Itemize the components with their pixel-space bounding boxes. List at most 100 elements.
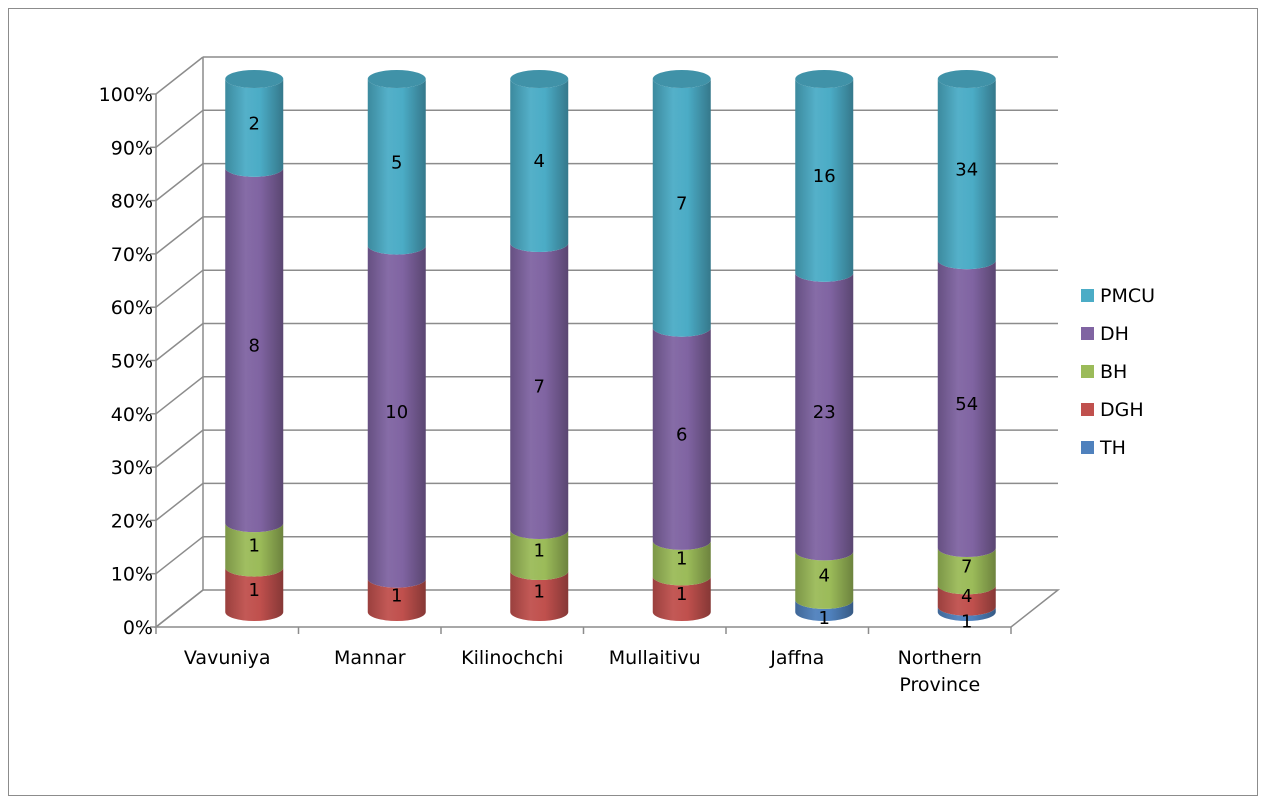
data-label-bh: 4: [819, 566, 830, 587]
cylinder-segment-pmcu: [225, 79, 284, 177]
y-tick-label: 40%: [111, 404, 153, 426]
cylinder-segment-bh: [652, 540, 711, 586]
cylinder-vavuniya: [225, 70, 284, 622]
cylinder-jaffna: [795, 70, 854, 622]
cylinder-segment-pmcu: [510, 79, 569, 252]
chart-walls: [153, 57, 1061, 628]
gridline-side: [155, 269, 204, 308]
data-label-bh: 1: [676, 549, 687, 570]
chart-frame: 0% 10% 20% 30% 40% 50% 60% 70% 80% 90% 100% 1 1 8 2 1 1…: [8, 8, 1258, 796]
gridline-side: [155, 482, 204, 521]
cylinder-northern-province: [937, 70, 996, 622]
cylinder-segment-bh: [225, 523, 284, 577]
y-axis-ticks: 0% 10% 20% 30% 40% 50% 60% 70% 80% 90% 100%: [99, 84, 156, 639]
category-label: Province: [899, 674, 980, 696]
cylinder-kilinochchi: [510, 70, 569, 622]
legend-label: DH: [1100, 323, 1129, 345]
legend-item-th: TH: [1081, 437, 1126, 459]
data-label-dgh: 1: [249, 580, 260, 601]
legend: PMCU DH BH DGH TH: [1081, 285, 1155, 459]
data-label-dgh: 1: [391, 585, 402, 606]
legend-swatch: [1081, 365, 1094, 378]
legend-swatch: [1081, 327, 1094, 340]
legend-item-dh: DH: [1081, 323, 1129, 345]
data-label-dh: 10: [385, 402, 408, 423]
gridline-side: [155, 429, 204, 468]
cylinder-segment-dgh: [367, 578, 426, 622]
legend-label: TH: [1099, 437, 1126, 459]
y-tick-label: 100%: [99, 84, 153, 106]
cylinder-segment-pmcu: [652, 79, 711, 337]
cylinder-segment-dh: [937, 260, 996, 558]
gridline-side: [155, 376, 204, 415]
cylinder-segment-dh: [652, 327, 711, 550]
data-label-bh: 1: [534, 541, 545, 562]
data-label-dh: 7: [534, 377, 545, 398]
legend-swatch: [1081, 441, 1094, 454]
y-tick-label: 50%: [111, 351, 153, 373]
y-tick-label: 0%: [123, 617, 153, 639]
cylinder-top-cap: [510, 70, 569, 88]
cylinder-segment-bh: [795, 551, 854, 609]
gridline-side: [155, 109, 204, 148]
legend-item-dgh: DGH: [1081, 399, 1144, 421]
cylinder-segment-th: [795, 599, 854, 622]
data-label-th: 1: [819, 608, 830, 629]
cylinder-segment-pmcu: [367, 79, 426, 255]
y-tick-label: 20%: [111, 510, 153, 532]
legend-label: PMCU: [1100, 285, 1155, 307]
y-tick-label: 70%: [111, 244, 153, 266]
gridline-side: [155, 56, 204, 95]
cylinder-segment-dh: [225, 167, 284, 533]
chart-floor: [153, 589, 1061, 628]
cylinder-top-cap: [367, 70, 426, 88]
cylinders: [225, 70, 996, 622]
category-label: Northern: [898, 647, 982, 669]
cylinder-segment-dgh: [937, 585, 996, 616]
data-label-dh: 23: [813, 402, 836, 423]
gridline-side: [155, 216, 204, 255]
cylinder-mannar: [367, 70, 426, 622]
cylinder-segment-bh: [937, 548, 996, 595]
data-label-pmcu: 34: [955, 160, 978, 181]
category-label: Mullaitivu: [609, 647, 701, 669]
data-label-pmcu: 16: [813, 166, 836, 187]
legend-label: DGH: [1100, 399, 1144, 421]
cylinder-segment-dh: [795, 272, 854, 561]
cylinder-mullaitivu: [652, 70, 711, 622]
category-label: Jaffna: [769, 647, 824, 669]
legend-item-bh: BH: [1081, 361, 1127, 383]
cylinder-segment-pmcu: [937, 79, 996, 270]
category-label: Mannar: [334, 647, 406, 669]
data-label-dh: 6: [676, 424, 687, 445]
cylinder-top-cap: [937, 70, 996, 88]
cylinder-top-cap: [225, 70, 284, 88]
data-label-bh: 7: [961, 557, 972, 578]
cylinder-top-cap: [795, 70, 854, 88]
y-tick-label: 10%: [111, 564, 153, 586]
data-label-dgh: 4: [961, 586, 972, 607]
legend-item-pmcu: PMCU: [1081, 285, 1155, 307]
data-label-dh: 8: [249, 336, 260, 357]
gridlines: [155, 56, 1058, 628]
gridline-side: [155, 163, 204, 202]
y-tick-label: 60%: [111, 297, 153, 319]
data-label-dgh: 1: [676, 584, 687, 605]
cylinder-segment-dh: [367, 245, 426, 588]
cylinder-segment-pmcu: [795, 79, 854, 282]
cylinder-top-cap: [652, 70, 711, 88]
y-tick-label: 30%: [111, 457, 153, 479]
legend-swatch: [1081, 403, 1094, 416]
data-label-pmcu: 4: [534, 151, 545, 172]
cylinder-segment-dgh: [652, 576, 711, 622]
data-label-bh: 1: [249, 535, 260, 556]
x-axis-categories: Vavuniya Mannar Kilinochchi Mullaitivu Jaffn…: [155, 627, 1012, 696]
stacked-cylinder-chart: 0% 10% 20% 30% 40% 50% 60% 70% 80% 90% 100% 1 1 8 2 1 1…: [99, 56, 1155, 696]
gridline-side: [155, 322, 204, 362]
data-label-pmcu: 5: [391, 152, 402, 173]
cylinder-segment-th: [937, 606, 996, 622]
data-label-th: 1: [961, 611, 972, 632]
data-label-dh: 54: [955, 394, 978, 415]
legend-swatch: [1081, 289, 1094, 302]
